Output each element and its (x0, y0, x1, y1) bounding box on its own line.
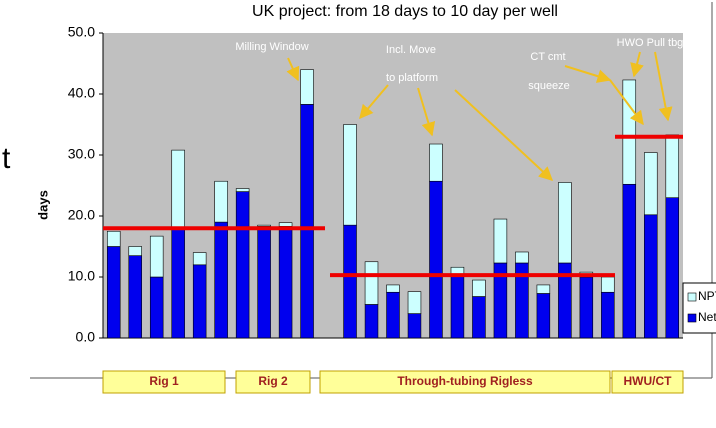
annotation: HWO Pull tbg (617, 37, 684, 49)
bar-segment (300, 69, 314, 105)
group-label: Through-tubing Rigless (397, 374, 533, 388)
bar-segment (450, 273, 465, 339)
bar-segment (386, 284, 400, 293)
bar-segment (386, 291, 400, 339)
bar-segment (515, 251, 529, 264)
bar-segment (429, 180, 443, 339)
bar-segment (644, 214, 658, 339)
bar-segment (278, 222, 293, 227)
bar-segment (601, 276, 615, 293)
bar-segment (235, 191, 250, 339)
bar-segment (665, 197, 680, 339)
bar-segment (106, 230, 121, 247)
text-fragment: t (2, 142, 11, 175)
annotation: Incl. Move (386, 44, 436, 56)
annotation: CT cmt (530, 51, 565, 63)
bar-segment (558, 182, 572, 264)
arrow (564, 65, 612, 83)
legend-label: NPT (698, 289, 716, 303)
bar-segment (257, 226, 271, 339)
bar-segment (622, 79, 637, 185)
bar-segment (472, 296, 486, 339)
arrow (609, 79, 644, 126)
bar-segment (364, 304, 379, 339)
group-box (611, 370, 684, 394)
chart-title: UK project: from 18 days to 10 day per w… (252, 3, 558, 20)
bar-segment (149, 276, 164, 339)
bar-segment (192, 252, 207, 266)
bar-segment (171, 227, 185, 339)
bar-segment (128, 255, 142, 339)
bar-segment (171, 149, 185, 229)
y-tick-label: 50.0 (68, 24, 95, 40)
bar-segment (214, 180, 228, 223)
legend-swatch (687, 292, 697, 302)
y-tick-label: 10.0 (68, 268, 95, 284)
bar-segment (192, 264, 207, 339)
group-label: Rig 2 (258, 374, 288, 388)
bar-segment (450, 266, 465, 275)
bar-segment (300, 104, 314, 339)
y-tick-label: 40.0 (68, 85, 95, 101)
legend-label: Net (698, 310, 716, 324)
annotation: squeeze (528, 80, 570, 92)
y-axis-label: days (35, 190, 50, 220)
legend-swatch (687, 313, 697, 323)
arrow (286, 57, 300, 82)
bar-segment (536, 293, 551, 339)
arrow (654, 51, 673, 122)
group-box (102, 370, 226, 394)
bar-segment (536, 284, 551, 294)
bar-segment (644, 152, 658, 216)
arrow (359, 84, 389, 120)
bar-segment (601, 291, 615, 339)
arrow (417, 87, 436, 137)
bar-segment (429, 143, 443, 182)
arrow (630, 51, 644, 78)
annotation: Milling Window (235, 41, 308, 53)
bar-segment (343, 224, 357, 339)
bar-segment (235, 188, 250, 192)
y-tick-label: 0.0 (76, 329, 96, 345)
arrow (454, 89, 554, 181)
bar-segment (278, 226, 293, 339)
bar-segment (149, 235, 164, 278)
bar-segment (106, 246, 121, 339)
y-tick-label: 30.0 (68, 146, 95, 162)
bar-segment (622, 183, 637, 339)
group-box (235, 370, 311, 394)
annotation: to platform (386, 72, 438, 84)
bar-segment (128, 246, 142, 256)
bar-segment (472, 279, 486, 297)
y-tick-label: 20.0 (68, 207, 95, 223)
bar-segment (214, 221, 228, 339)
bar-segment (407, 291, 422, 314)
legend (682, 282, 716, 334)
bar-segment (343, 124, 357, 226)
bar-segment (257, 224, 271, 227)
group-label: Rig 1 (149, 374, 179, 388)
bar-segment (364, 261, 379, 305)
group-box (319, 370, 611, 394)
group-label: HWU/CT (624, 374, 673, 388)
bar-segment (665, 134, 680, 198)
bar-segment (493, 218, 508, 264)
bar-segment (579, 276, 594, 339)
bar-segment (407, 313, 422, 339)
